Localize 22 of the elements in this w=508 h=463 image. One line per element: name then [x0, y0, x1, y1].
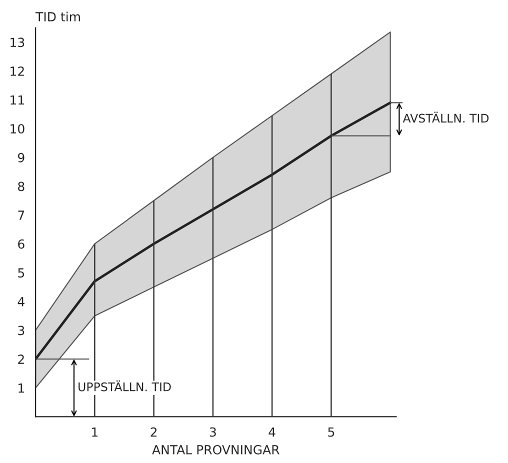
text: AVSTÄLLN. TID — [402, 112, 489, 123]
y-axis-title: TID tim — [36, 12, 80, 22]
y-tick-label: 12 — [10, 66, 24, 76]
y-tick-label: 10 — [10, 124, 24, 134]
x-tick-label: 1 — [92, 428, 98, 437]
y-tick-label: 8 — [18, 182, 24, 192]
y-tick-label: 5 — [18, 268, 24, 278]
y-tick-label: 2 — [18, 354, 24, 364]
annotation: UPPSTÄLLN. TID — [78, 380, 171, 392]
x-tick-label: 3 — [210, 427, 216, 437]
y-tick-label: 6 — [18, 239, 24, 249]
y-tick-label: 7 — [18, 210, 24, 220]
y-tick-label: 13 — [10, 38, 24, 48]
y-tick-label: 11 — [10, 95, 24, 105]
y-tick-label: 4 — [18, 297, 24, 306]
y-tick-label: 1 — [18, 384, 24, 393]
y-tick-label: 3 — [18, 326, 24, 336]
x-tick-label: 4 — [268, 428, 276, 437]
y-tick-label: 9 — [18, 152, 24, 162]
x-tick-label: 5 — [328, 428, 334, 437]
x-tick-label: 2 — [150, 427, 157, 437]
x-axis-title: ANTAL PROVNINGAR — [152, 444, 280, 454]
